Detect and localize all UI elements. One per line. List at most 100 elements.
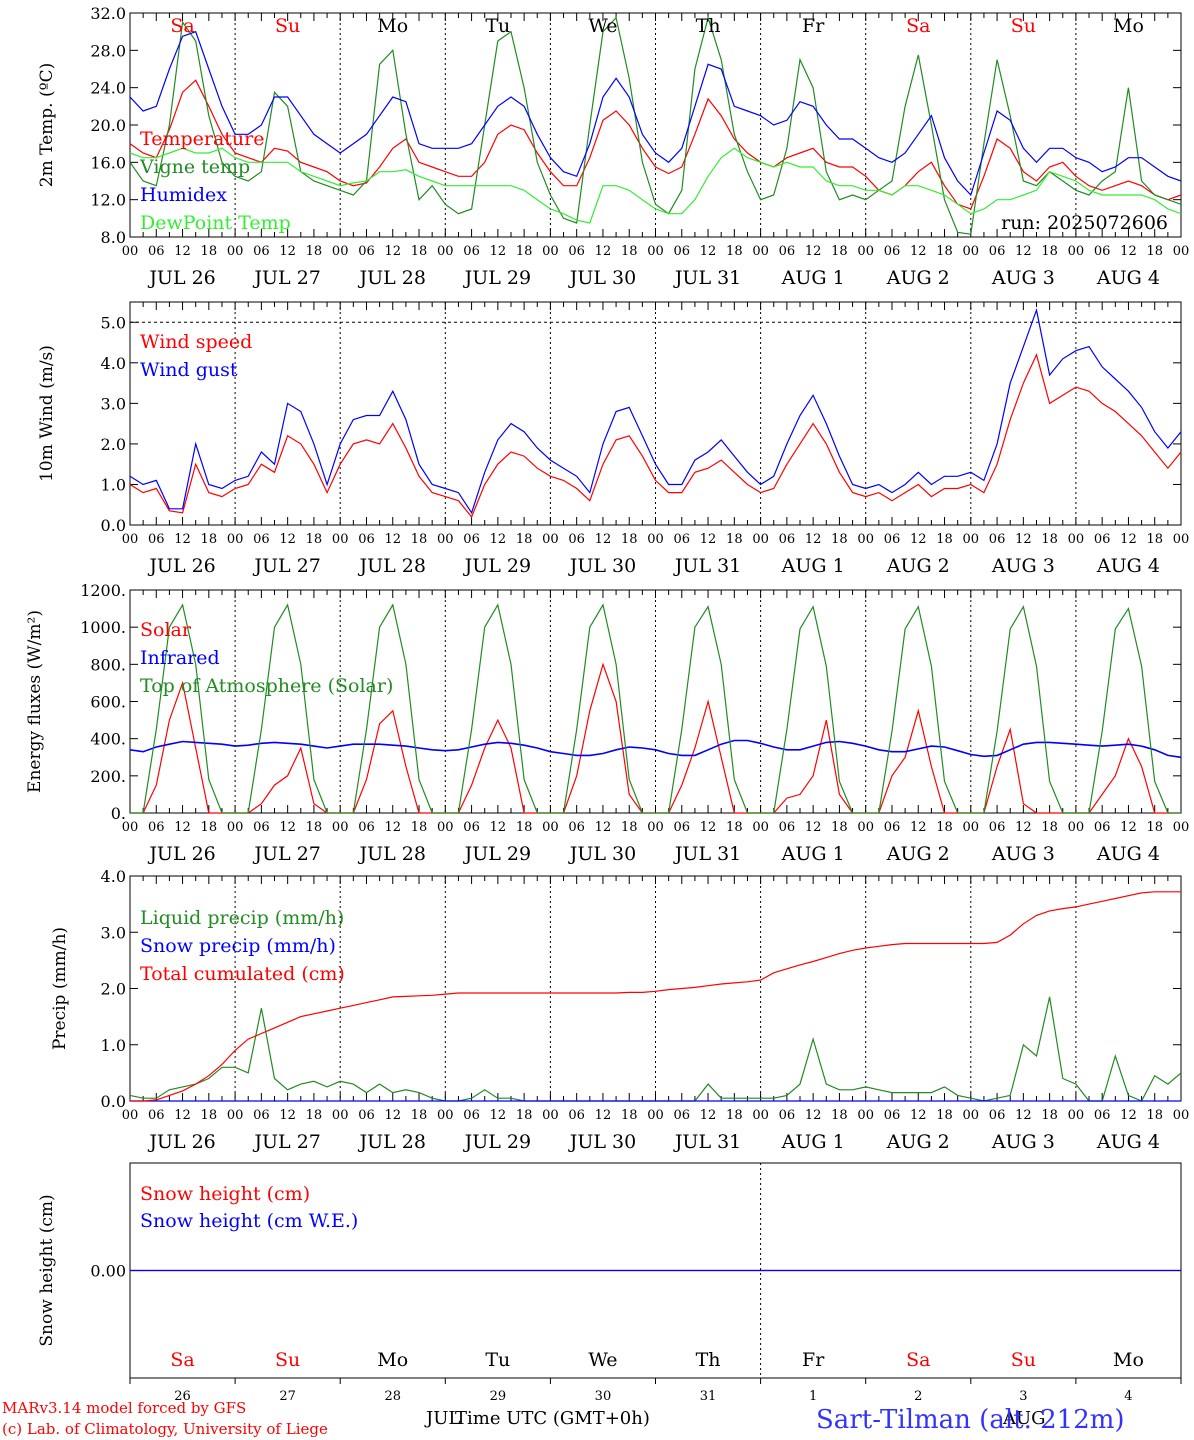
y-tick-label: 8.0 [101,228,126,247]
hour-tick-label: 18 [936,244,953,259]
hour-tick-label: 06 [568,244,585,259]
hour-tick-label: 00 [857,820,874,835]
day-label: AUG 4 [1096,1131,1160,1153]
hour-tick-label: 00 [647,532,664,547]
day-label: AUG 4 [1096,555,1160,577]
hour-tick-label: 12 [384,244,401,259]
panel-snow: 0.00 Snow height (cm) Snow height (cm) Snow… [37,1162,1182,1404]
hour-tick-label: 00 [437,820,454,835]
hour-tick-label: 06 [463,820,480,835]
hour-tick-label: 00 [1068,1108,1085,1123]
hour-tick-label: 00 [542,532,559,547]
y-tick-label: 0. [111,804,126,823]
day-label: JUL 30 [568,843,636,865]
day-label: AUG 3 [991,267,1055,289]
day-number-label: 2 [914,1389,922,1404]
hour-tick-label: 06 [358,532,375,547]
hour-tick-label: 06 [253,244,270,259]
hour-tick-label: 00 [963,1108,980,1123]
day-label: AUG 2 [886,843,950,865]
hour-tick-label: 00 [332,532,349,547]
hour-tick-label: 18 [831,532,848,547]
legend-snow-height-cm: Snow height (cm) [140,1183,310,1205]
day-label: JUL 29 [463,1131,531,1153]
panel-energy: 0. 200. 400. 600. 800. 1000. 1200. Energy fluxe… [25,581,1189,865]
hour-tick-label: 06 [989,244,1006,259]
hour-tick-label: 12 [1120,244,1137,259]
series-line-top-of-atmosphere-solar [130,603,1181,814]
hour-tick-label: 12 [490,532,507,547]
hour-tick-label: 06 [884,820,901,835]
series-line-wind-gust [129,307,1182,515]
legend-snow-height-cm-w-e: Snow height (cm W.E.) [140,1210,358,1232]
hour-tick-label: 18 [726,1108,743,1123]
hour-tick-label: 06 [253,532,270,547]
hour-tick-label: 18 [201,532,218,547]
day-number-label: 3 [1019,1389,1027,1404]
day-number-label: 4 [1124,1389,1132,1404]
weekday-label: Th [696,15,721,37]
hour-tick-label: 12 [595,244,612,259]
x-axis-title: Time UTC (GMT+0h) [455,1408,650,1429]
y-tick-label: 1000. [80,618,126,637]
day-label: AUG 1 [781,267,845,289]
hour-tick-label: 06 [674,1108,691,1123]
y-tick-label: 2.0 [101,980,126,999]
credit-line-2: (c) Lab. of Climatology, University of L… [2,1420,328,1438]
y-tick-label: 400. [90,730,126,749]
legend-humidex: Humidex [140,184,227,206]
hour-tick-label: 12 [279,532,296,547]
hour-tick-label: 06 [779,532,796,547]
series-line-total-cumulated-cm [130,891,1181,1102]
y-axis-label: Snow height (cm) [37,1194,57,1346]
legend-wind-speed: Wind speed [140,331,252,353]
hour-tick-label: 00 [1173,1108,1190,1123]
hour-tick-label: 18 [621,820,638,835]
y-axis-label: Energy fluxes (W/m²) [25,610,45,793]
day-number-label: 30 [595,1389,612,1404]
y-axis-label: 2m Temp. (ºC) [37,63,57,188]
hour-tick-label: 12 [1120,820,1137,835]
series-line-dewpoint-temp [129,147,1182,224]
day-number-label: 29 [490,1389,507,1404]
day-label: JUL 31 [673,555,741,577]
day-number-label: 1 [809,1389,817,1404]
day-label: AUG 2 [886,1131,950,1153]
hour-tick-label: 06 [1094,532,1111,547]
hour-tick-label: 06 [358,1108,375,1123]
y-tick-label: 600. [90,693,126,712]
hour-tick-label: 12 [174,244,191,259]
hour-tick-label: 06 [884,244,901,259]
hour-tick-label: 18 [936,532,953,547]
hour-tick-label: 00 [857,532,874,547]
hour-tick-label: 12 [805,244,822,259]
weekday-label: Tu [485,1349,510,1371]
day-label: JUL 30 [568,267,636,289]
hour-tick-label: 18 [1041,1108,1058,1123]
hour-tick-label: 00 [1173,244,1190,259]
hour-tick-label: 06 [1094,820,1111,835]
weekday-label: We [588,15,617,37]
y-tick-label: 20.0 [90,116,126,135]
hour-tick-label: 00 [1173,532,1190,547]
y-tick-label: 28.0 [90,41,126,60]
hour-tick-label: 00 [332,1108,349,1123]
weekday-label: Su [1011,15,1036,37]
hour-tick-label: 06 [358,820,375,835]
weekday-label: Fr [802,1349,825,1371]
hour-tick-label: 12 [174,532,191,547]
day-label: JUL 27 [252,555,320,577]
series-line-humidex [129,30,1182,197]
hour-tick-label: 18 [726,244,743,259]
series-line-vigne-temp [129,15,1182,235]
hour-tick-label: 06 [674,244,691,259]
legend-snow-precip-mm-h: Snow precip (mm/h) [140,935,336,957]
hour-tick-label: 18 [1146,1108,1163,1123]
legend-temperature: Temperature [140,128,264,150]
weekday-label: Mo [377,15,408,37]
hour-tick-label: 12 [384,532,401,547]
hour-tick-label: 18 [1146,244,1163,259]
day-label: JUL 28 [358,1131,426,1153]
hour-tick-label: 18 [306,820,323,835]
weekday-label: Su [1011,1349,1036,1371]
